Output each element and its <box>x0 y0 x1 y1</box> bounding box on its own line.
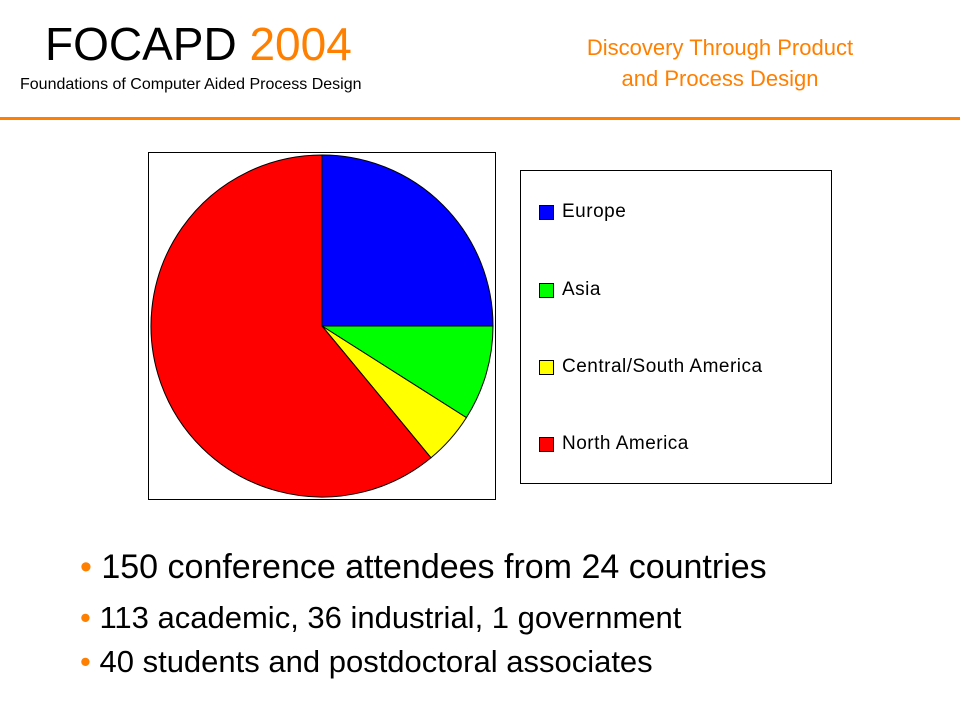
legend-swatch-central-south-america <box>539 359 554 375</box>
title-year: 2004 <box>249 18 352 70</box>
tagline-line1: Discovery Through Product <box>586 35 854 60</box>
bullet-marker: • <box>80 644 91 679</box>
legend-label-north-america: North America <box>562 433 689 454</box>
chart-legend: Europe Asia Central/South America North … <box>520 170 832 484</box>
legend-label-europe: Europe <box>562 201 627 222</box>
bullet-marker: • <box>80 600 91 635</box>
pie-slice-europe <box>321 154 494 327</box>
legend-swatch-europe <box>539 204 554 220</box>
tagline-line2: and Process Design <box>621 66 819 91</box>
bullet-marker: • <box>80 548 92 586</box>
page-subtitle: Foundations of Computer Aided Process De… <box>20 76 362 93</box>
legend-swatch-asia <box>539 282 554 298</box>
legend-label-central-south-america: Central/South America <box>562 356 763 377</box>
legend-swatch-north-america <box>539 436 554 452</box>
legend-item-north-america: North America <box>539 432 689 456</box>
legend-item-asia: Asia <box>539 278 601 302</box>
pie-chart-frame <box>148 152 496 500</box>
header-divider <box>0 117 960 120</box>
legend-item-central-south-america: Central/South America <box>539 355 763 379</box>
legend-label-asia: Asia <box>562 279 601 300</box>
title-prefix: FOCAPD <box>45 18 237 70</box>
tagline: Discovery Through Product and Process De… <box>540 32 900 94</box>
legend-item-europe: Europe <box>539 200 626 224</box>
bullet-text: 40 students and postdoctoral associates <box>99 644 653 679</box>
pie-slice-north-america <box>150 154 432 498</box>
bullet-attendees: • 150 conference attendees from 24 count… <box>80 548 767 587</box>
bullet-students: • 40 students and postdoctoral associate… <box>80 644 653 680</box>
bullet-text: 113 academic, 36 industrial, 1 governmen… <box>99 600 682 635</box>
page-title: FOCAPD 2004 <box>45 18 352 70</box>
bullet-text: 150 conference attendees from 24 countri… <box>101 548 767 586</box>
pie-slice-asia <box>320 325 494 419</box>
pie-chart <box>150 154 494 498</box>
bullet-affiliations: • 113 academic, 36 industrial, 1 governm… <box>80 600 681 636</box>
